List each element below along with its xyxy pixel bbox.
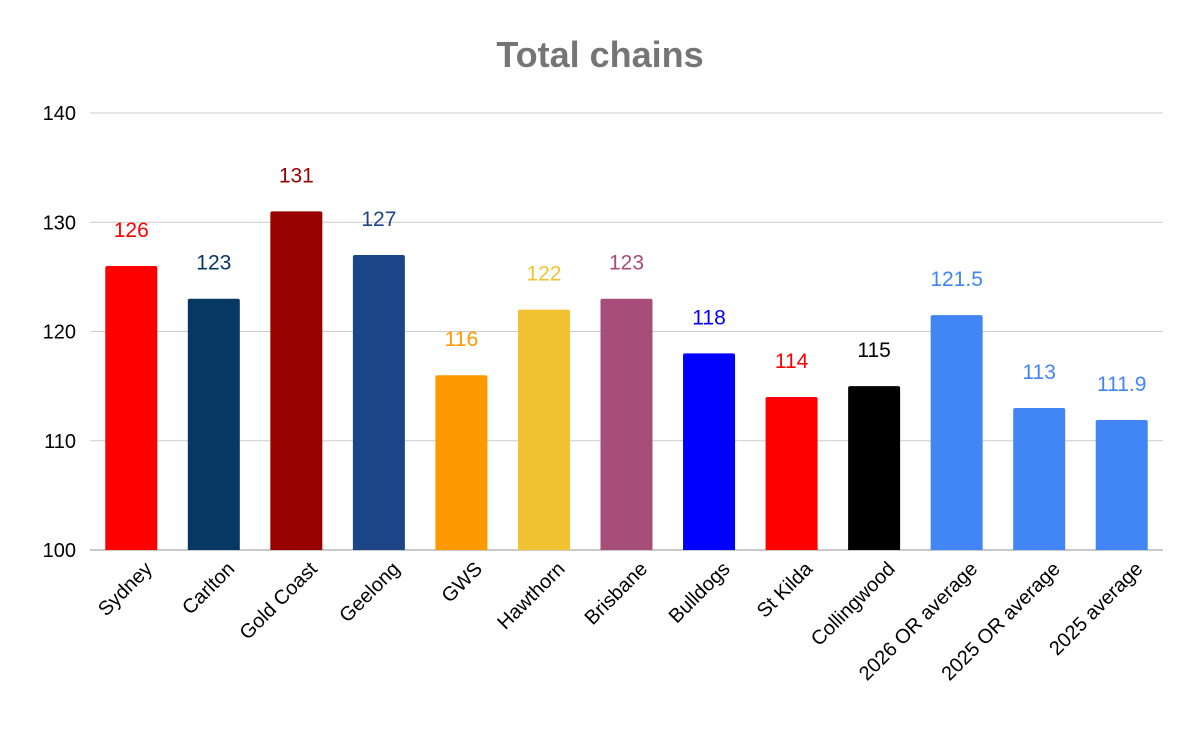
bar [930,315,983,550]
category-label: Geelong [335,558,404,627]
y-tick-label: 140 [43,103,76,125]
data-label: 123 [609,252,644,275]
data-label: 131 [279,164,314,187]
y-axis-ticks: 100 110 120 130 140 [43,103,76,562]
data-label: 126 [114,219,149,242]
bars [105,211,1148,550]
category-label: Hawthorn [493,558,569,634]
bar [187,298,240,550]
y-tick-label: 120 [43,322,76,344]
data-label: 122 [526,263,561,286]
data-labels: 126 123 131 127 116 122 123 118 114 115 121.5 113 11… [114,164,1147,396]
category-label: Brisbane [581,558,652,629]
bar [352,255,405,550]
category-label: Bulldogs [665,558,735,628]
data-label: 115 [857,339,890,362]
bar [1013,407,1066,550]
category-label: Sydney [94,558,157,621]
category-label: Gold Coast [236,558,323,645]
bar [848,386,901,550]
bar [600,298,653,550]
data-label: 116 [445,328,478,351]
bar [105,265,158,550]
bar [435,375,488,550]
data-label: 114 [775,350,809,373]
category-label: St Kilda [753,557,818,622]
data-label: 118 [692,306,725,329]
y-tick-label: 130 [43,212,76,234]
bar [683,353,736,550]
category-label: GWS [438,558,487,607]
category-label: Collingwood [807,558,900,651]
y-tick-label: 100 [43,540,76,562]
data-label: 121.5 [930,268,983,291]
data-label: 113 [1022,361,1055,384]
bar [765,397,818,550]
data-label: 111.9 [1097,373,1146,396]
category-label: Carlton [178,558,239,619]
bar [1095,419,1148,550]
data-label: 127 [361,208,396,231]
y-tick-label: 110 [44,431,76,453]
data-label: 123 [196,252,231,275]
bar [517,309,570,550]
bar [270,211,323,550]
chart-title: Total chains [496,34,703,75]
